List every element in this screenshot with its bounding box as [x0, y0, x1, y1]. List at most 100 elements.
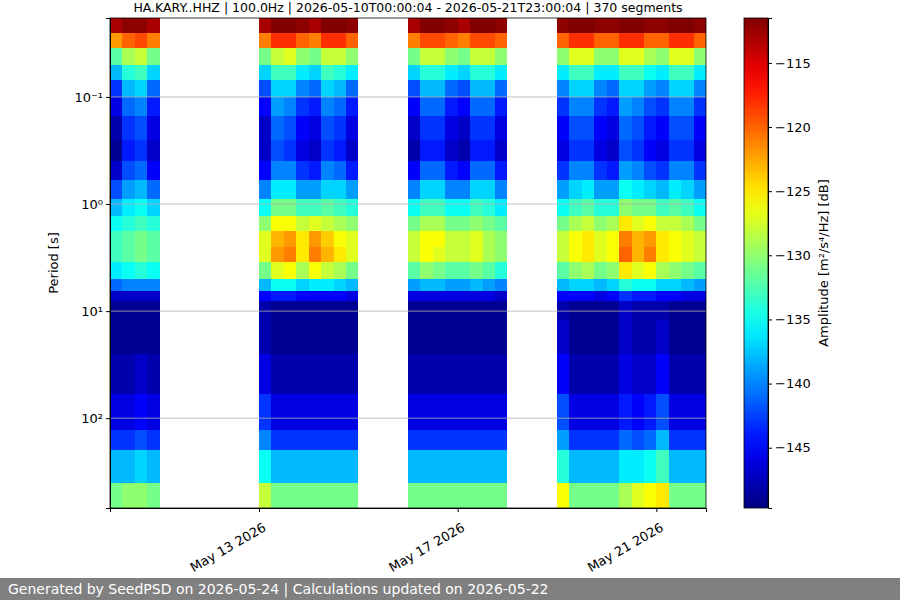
plot-frame [110, 18, 706, 508]
cell [296, 80, 308, 97]
cell [135, 65, 147, 81]
cell [296, 48, 308, 65]
cell [259, 262, 271, 279]
cell [445, 262, 457, 279]
cell [557, 116, 569, 140]
cell [271, 18, 283, 33]
cell [346, 301, 358, 320]
cell [594, 80, 606, 97]
y-tick-label: 10⁰ [81, 197, 103, 212]
cell [470, 354, 482, 395]
cell [135, 48, 147, 65]
cell [582, 262, 594, 279]
cell [334, 116, 346, 140]
cell [334, 65, 346, 81]
cell [445, 430, 457, 450]
cell [619, 430, 631, 450]
cell [445, 247, 457, 263]
cell [259, 97, 271, 116]
cell [669, 80, 681, 97]
cell [147, 262, 159, 279]
cell [408, 301, 420, 320]
cell [284, 65, 296, 81]
cell [334, 199, 346, 216]
cell [619, 394, 631, 430]
cell [420, 450, 432, 482]
cell [594, 279, 606, 291]
cell [694, 394, 706, 430]
cell [284, 231, 296, 246]
cell [110, 231, 122, 246]
cell [334, 279, 346, 291]
cell [135, 262, 147, 279]
cell [694, 80, 706, 97]
cell [309, 231, 321, 246]
cell [557, 199, 569, 216]
cell [483, 450, 495, 482]
cell [147, 161, 159, 180]
cell [669, 291, 681, 301]
cell [470, 231, 482, 246]
cell [594, 140, 606, 162]
cell [346, 180, 358, 199]
cell [346, 231, 358, 246]
cell [433, 430, 445, 450]
cell [309, 354, 321, 395]
cell [147, 65, 159, 81]
cell [110, 161, 122, 180]
cell [420, 430, 432, 450]
cell [122, 97, 134, 116]
cell [433, 262, 445, 279]
cell [619, 231, 631, 246]
cell [122, 180, 134, 199]
cell [669, 18, 681, 33]
cell [582, 354, 594, 395]
colorbar-tick: −140 [768, 376, 811, 391]
cell [445, 483, 457, 508]
cell [470, 247, 482, 263]
cell [607, 262, 619, 279]
cell [483, 48, 495, 65]
cell [569, 450, 581, 482]
cell [569, 262, 581, 279]
cell [607, 301, 619, 320]
cell [594, 97, 606, 116]
cell [346, 97, 358, 116]
cell [147, 279, 159, 291]
cell [483, 65, 495, 81]
cell [408, 354, 420, 395]
cell [644, 262, 656, 279]
cell [135, 291, 147, 301]
cell [420, 199, 432, 216]
cell [569, 65, 581, 81]
cell [557, 262, 569, 279]
cell [470, 48, 482, 65]
cell [483, 320, 495, 354]
cell [458, 483, 470, 508]
cell [470, 199, 482, 216]
cell [656, 180, 668, 199]
cell [681, 354, 693, 395]
cell [594, 65, 606, 81]
cell [433, 301, 445, 320]
cell [321, 48, 333, 65]
cell [296, 301, 308, 320]
cell [321, 161, 333, 180]
cell [495, 48, 507, 65]
cell [110, 483, 122, 508]
cell [445, 33, 457, 49]
cell [271, 483, 283, 508]
cell [694, 140, 706, 162]
cell [594, 216, 606, 231]
cell [644, 65, 656, 81]
cell [656, 48, 668, 65]
cell [594, 450, 606, 482]
cell [122, 301, 134, 320]
cell [495, 247, 507, 263]
cell [309, 65, 321, 81]
cell [694, 199, 706, 216]
cell [346, 140, 358, 162]
cell [656, 216, 668, 231]
cell [458, 262, 470, 279]
cell [458, 97, 470, 116]
